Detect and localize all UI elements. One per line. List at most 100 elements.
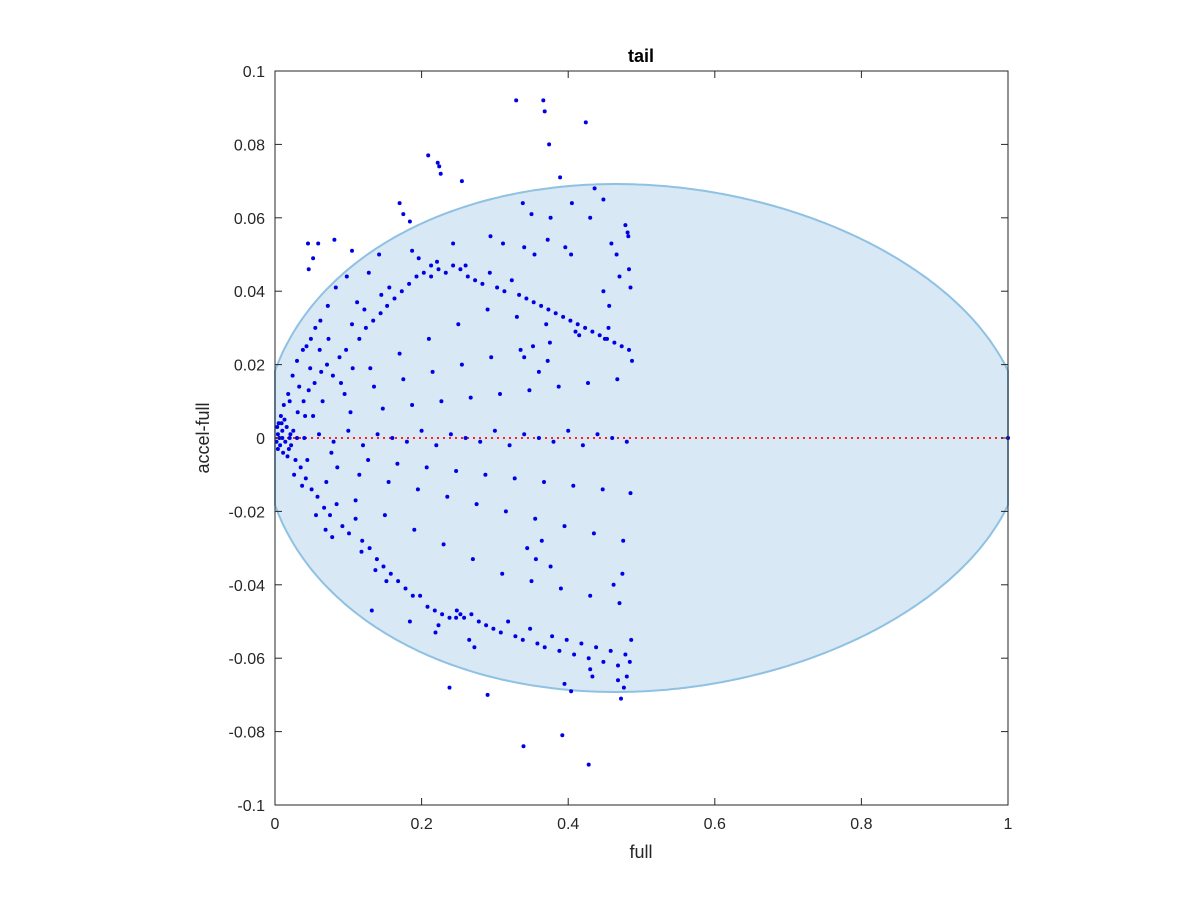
data-point bbox=[498, 630, 503, 635]
data-point bbox=[401, 377, 406, 382]
data-point bbox=[514, 98, 519, 103]
data-point bbox=[295, 358, 299, 363]
data-point bbox=[382, 513, 387, 518]
data-point bbox=[366, 270, 371, 275]
data-point bbox=[514, 314, 519, 319]
data-point bbox=[335, 465, 340, 470]
data-point bbox=[344, 274, 349, 279]
data-point bbox=[512, 476, 517, 481]
data-point bbox=[429, 263, 434, 268]
data-point bbox=[328, 513, 332, 518]
data-point bbox=[612, 340, 617, 345]
x-axis-ticks: 0 0.2 0.4 0.6 0.8 1 bbox=[271, 71, 1013, 833]
data-point bbox=[625, 230, 630, 235]
data-point bbox=[546, 307, 551, 312]
data-point bbox=[564, 637, 569, 642]
data-point bbox=[288, 432, 293, 437]
data-point bbox=[399, 289, 404, 294]
data-point bbox=[563, 245, 568, 250]
data-point bbox=[458, 267, 463, 272]
data-point bbox=[623, 223, 628, 228]
data-point bbox=[287, 399, 292, 404]
data-point bbox=[300, 483, 305, 488]
data-point bbox=[527, 388, 532, 393]
data-point bbox=[436, 267, 441, 272]
data-point bbox=[426, 153, 431, 158]
data-point bbox=[583, 120, 588, 125]
data-point bbox=[550, 634, 555, 639]
data-point bbox=[353, 498, 358, 503]
data-point bbox=[616, 663, 620, 668]
x-tick-label: 0.4 bbox=[557, 816, 579, 833]
data-point bbox=[575, 322, 580, 327]
data-point bbox=[308, 366, 313, 371]
data-point bbox=[539, 538, 544, 543]
data-point bbox=[397, 201, 402, 206]
data-point bbox=[568, 318, 573, 323]
data-point bbox=[298, 465, 303, 470]
y-tick-label: 0.08 bbox=[234, 137, 265, 154]
data-point bbox=[524, 296, 529, 301]
data-point bbox=[425, 604, 430, 609]
data-point bbox=[326, 336, 331, 341]
x-tick-label: 0.8 bbox=[850, 816, 872, 833]
data-point bbox=[433, 630, 438, 635]
data-point bbox=[337, 355, 342, 360]
data-point bbox=[332, 237, 337, 242]
data-point bbox=[333, 285, 338, 290]
data-point bbox=[566, 428, 571, 433]
data-point bbox=[623, 652, 628, 657]
data-point bbox=[531, 300, 536, 305]
data-point bbox=[320, 399, 325, 404]
data-point bbox=[388, 571, 393, 576]
data-point bbox=[594, 645, 599, 650]
data-point bbox=[291, 428, 296, 433]
data-point bbox=[627, 347, 631, 352]
data-point bbox=[278, 414, 283, 418]
data-point bbox=[344, 347, 349, 352]
data-point bbox=[340, 524, 345, 529]
data-point bbox=[407, 219, 412, 224]
y-axis-label: accel-full bbox=[193, 402, 213, 473]
data-point bbox=[483, 472, 488, 477]
data-point bbox=[410, 248, 415, 253]
data-point bbox=[624, 674, 629, 679]
data-point bbox=[415, 487, 420, 492]
data-point bbox=[325, 303, 330, 308]
data-point bbox=[441, 542, 446, 547]
data-point bbox=[558, 586, 563, 591]
y-tick-label: -0.1 bbox=[237, 798, 265, 815]
data-point bbox=[529, 212, 534, 217]
data-point bbox=[357, 472, 362, 477]
data-point bbox=[289, 443, 294, 448]
data-point bbox=[372, 384, 376, 389]
data-point bbox=[371, 318, 376, 323]
data-point bbox=[522, 355, 527, 360]
data-point bbox=[609, 241, 614, 246]
data-point bbox=[439, 399, 444, 404]
x-tick-label: 0 bbox=[271, 816, 280, 833]
data-point bbox=[500, 571, 505, 576]
data-point bbox=[556, 384, 561, 389]
data-point bbox=[317, 432, 321, 437]
data-point bbox=[410, 593, 415, 598]
data-point bbox=[282, 417, 287, 422]
data-point bbox=[553, 311, 558, 316]
data-point bbox=[306, 267, 311, 272]
data-point bbox=[474, 502, 479, 507]
data-point bbox=[318, 318, 323, 323]
data-point bbox=[620, 571, 625, 576]
data-point bbox=[592, 186, 597, 191]
data-point bbox=[369, 608, 374, 613]
data-point bbox=[316, 241, 321, 246]
data-point bbox=[346, 428, 351, 433]
data-point bbox=[368, 366, 373, 371]
x-tick-label: 0.2 bbox=[410, 816, 432, 833]
data-point bbox=[339, 381, 343, 385]
data-point bbox=[421, 270, 426, 275]
data-point bbox=[293, 458, 298, 462]
data-point bbox=[484, 623, 489, 628]
data-point bbox=[542, 109, 547, 114]
data-point bbox=[498, 392, 502, 396]
data-point bbox=[628, 491, 633, 496]
